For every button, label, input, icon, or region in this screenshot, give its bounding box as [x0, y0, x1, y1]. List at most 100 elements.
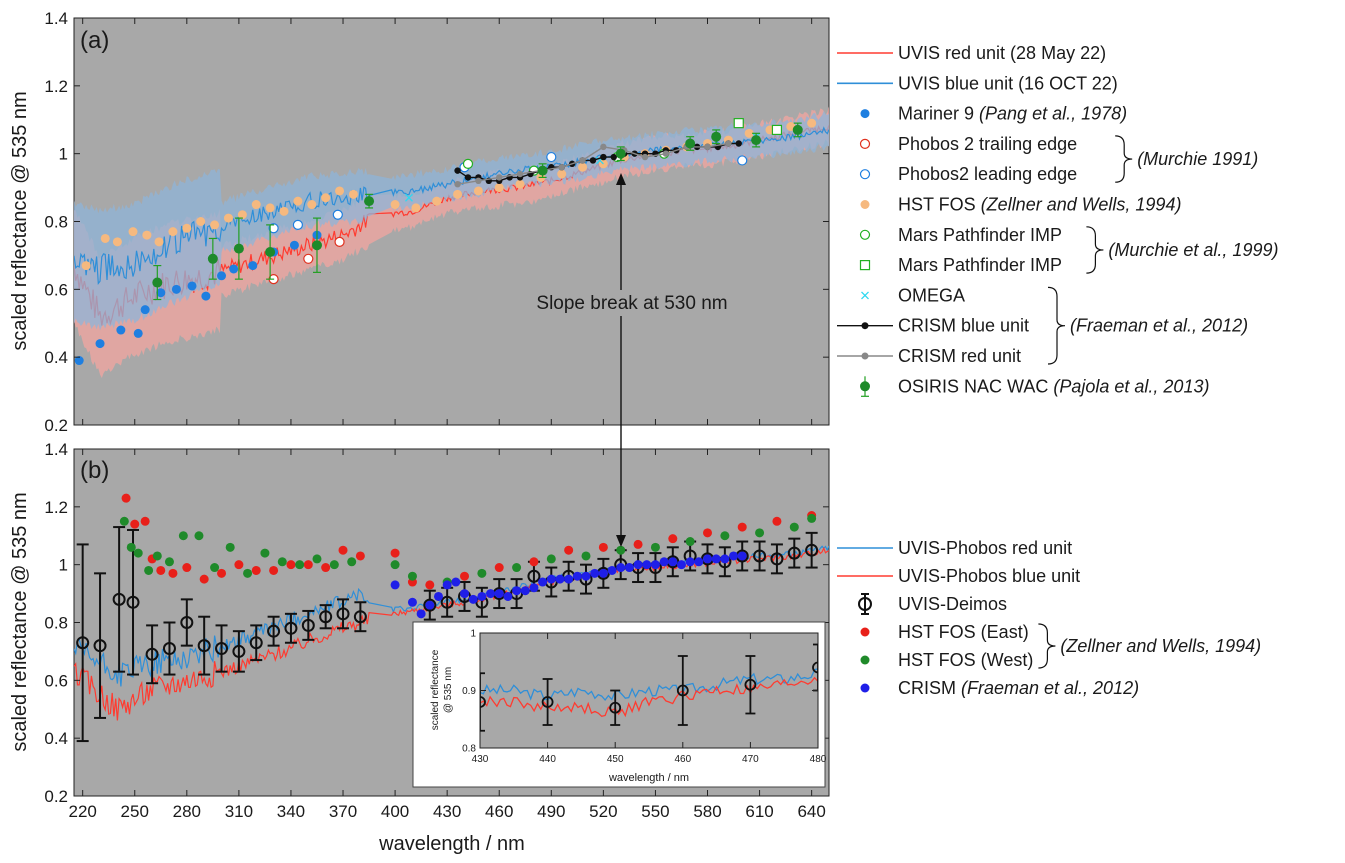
x-tick-label: 520: [589, 802, 617, 821]
uvis-deimos-2-point: [527, 569, 541, 583]
mariner-9-2-point: [171, 284, 181, 294]
osiris-nac-wac-11-point: [711, 131, 722, 142]
mars-pathfinder-imp-6-point: [462, 158, 474, 169]
hst-fos-east-3-point: [703, 528, 713, 538]
legend-label: OMEGA: [898, 285, 965, 305]
crism-5-point: [477, 591, 487, 601]
legend-label: HST FOS (West): [898, 650, 1033, 670]
legend-item-phobos2-leading-edge: Phobos2 leading edge: [859, 164, 1077, 184]
uvis-deimos-2-point: [805, 543, 819, 557]
inset-axes-box: [479, 632, 819, 749]
hst-fos-west-4-point: [133, 548, 143, 558]
legend-group-citation: (Zellner and Wells, 1994): [1060, 636, 1261, 656]
hst-fos-5-point: [515, 179, 525, 189]
y-tick-label: 0.8: [44, 613, 68, 632]
hst-fos-5-point: [112, 237, 122, 247]
hst-fos-east-3-point: [168, 568, 178, 578]
crism-blue-unit-9-point: [735, 140, 742, 147]
hst-fos-west-4-point: [194, 531, 204, 541]
hst-fos-5-point: [293, 196, 303, 206]
slope-break-arrow: [616, 173, 626, 547]
crism-5-point: [703, 554, 713, 564]
crism-5-point: [650, 560, 660, 570]
crism-5-point: [607, 565, 617, 575]
hst-fos-5-point: [128, 227, 138, 237]
hst-fos-west-4-point: [312, 554, 322, 564]
x-tick-label: 470: [742, 754, 759, 765]
hst-fos-5-point: [744, 128, 754, 138]
legend-symbol-crism-blue-unit: [861, 322, 869, 330]
x-tick-label: 430: [433, 802, 461, 821]
uvis-deimos-2-point: [770, 552, 784, 566]
phobos2-leading-edge-4-point: [546, 151, 557, 163]
crism-red-unit-10-point: [704, 143, 711, 151]
legend-item-uvis-phobos-blue-unit: UVIS-Phobos blue unit: [837, 566, 1080, 586]
legend-symbol-phobos2-leading-edge: [859, 169, 871, 180]
hst-fos-5-point: [432, 196, 442, 206]
uvis-deimos-2-point: [284, 621, 298, 635]
hst-fos-5-point: [557, 169, 567, 179]
crism-5-point: [694, 557, 704, 567]
y-tick-label: 1.4: [44, 9, 68, 28]
crism-5-point: [425, 600, 435, 610]
phobos-2-trailing-edge-3-point: [303, 253, 314, 264]
legend-label: UVIS-Phobos red unit: [898, 538, 1072, 558]
crism-5-point: [711, 554, 721, 564]
crism-5-point: [546, 574, 556, 584]
x-tick-label: 250: [121, 802, 149, 821]
hst-fos-east-3-point: [338, 545, 348, 555]
panel-b-ylabel: scaled reflectance @ 535 nm: [9, 492, 31, 751]
mariner-9-2-point: [187, 281, 197, 291]
hst-fos-east-3-point: [425, 580, 435, 590]
x-tick-label: 430: [472, 754, 489, 765]
crism-red-unit-10-point: [579, 157, 586, 164]
legend-label: UVIS red unit (28 May 22): [898, 43, 1106, 63]
crism-blue-unit-9-point: [454, 167, 461, 174]
hst-fos-5-point: [390, 200, 400, 210]
legend-symbol-hst-fos-east: [860, 627, 870, 637]
hst-fos-east-3-point: [199, 574, 209, 584]
crism-5-point: [433, 591, 443, 601]
crism-blue-unit-9-point: [600, 153, 607, 161]
uvis-deimos-2-point: [162, 642, 176, 656]
osiris-nac-wac-11-point: [685, 138, 696, 149]
crism-5-point: [729, 551, 739, 561]
hst-fos-5-point: [100, 233, 110, 243]
uvis-deimos-2-point: [440, 595, 454, 609]
hst-fos-east-3-point: [598, 542, 608, 552]
slope-break-annotation-bg: [520, 289, 745, 315]
hst-fos-east-3-point: [390, 548, 400, 558]
x-tick-label: 220: [68, 802, 96, 821]
legend-symbol-mars-pathfinder-imp: [859, 260, 871, 271]
legend-label: Phobos2 leading edge: [898, 164, 1077, 184]
x-tick-label: 550: [641, 802, 669, 821]
hst-fos-west-4-point: [152, 551, 162, 561]
legend-symbol-osiris-nac-wac: [860, 381, 870, 392]
legend-label: CRISM red unit: [898, 346, 1021, 366]
legend-item-mars-pathfinder-imp: Mars Pathfinder IMP: [859, 225, 1062, 245]
hst-fos-west-4-point: [546, 554, 556, 564]
hst-fos-5-point: [578, 162, 588, 172]
hst-fos-5-point: [494, 183, 504, 193]
x-tick-label: 400: [381, 802, 409, 821]
legend-symbol-hst-fos: [860, 200, 870, 209]
y-tick-label: 0.2: [44, 416, 68, 435]
legend-item-crism-red-unit: CRISM red unit: [837, 346, 1021, 366]
legend-label: UVIS blue unit (16 OCT 22): [898, 73, 1118, 93]
hst-fos-5-point: [237, 210, 247, 220]
phobos2-leading-edge-4-point: [332, 209, 343, 220]
legend-item-osiris-nac-wac: OSIRIS NAC WAC (Pajola et al., 2013): [860, 376, 1209, 397]
hst-fos-west-4-point: [807, 513, 817, 523]
cross-stroke: [405, 193, 413, 202]
legend-symbol-omega: [861, 291, 869, 300]
uvis-deimos-2-point: [93, 639, 107, 653]
legend-item-uvis-deimos: UVIS-Deimos: [858, 593, 1007, 615]
inset-uvis-deimos-point: [812, 661, 818, 674]
osiris-nac-wac-11-point: [207, 253, 218, 264]
mariner-9-2-point: [229, 264, 239, 274]
series-osiris-nac-wac-11: [152, 122, 803, 301]
legend-label: Mars Pathfinder IMP: [898, 255, 1062, 275]
mariner-9-2-point: [95, 339, 105, 349]
phobos-2-trailing-edge-3-point: [334, 236, 345, 247]
legend-label: Mariner 9 (Pang et al., 1978): [898, 104, 1127, 124]
